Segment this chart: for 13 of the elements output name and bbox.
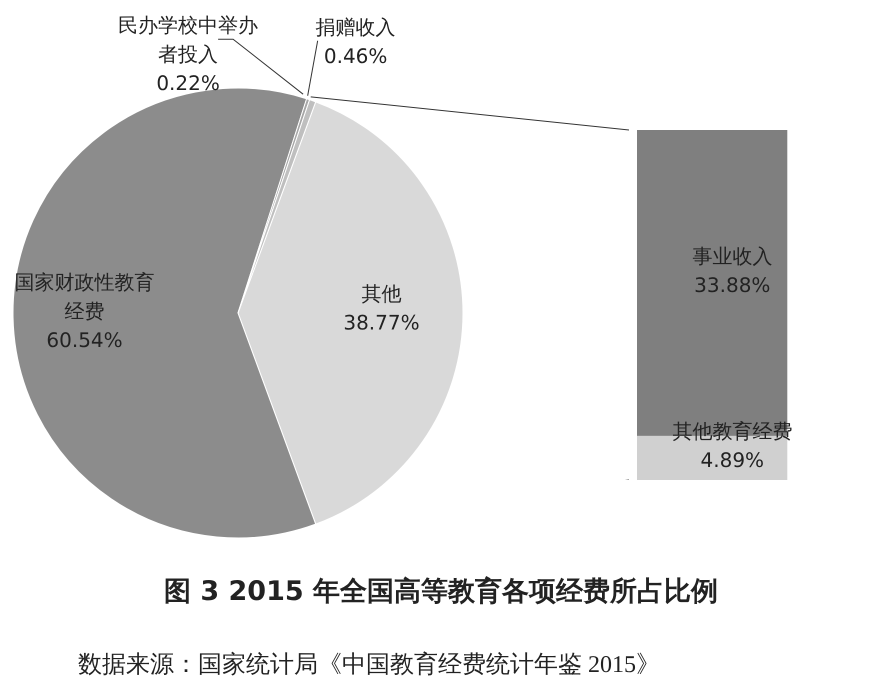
data-label: 0.22% xyxy=(156,71,220,95)
data-label: 33.88% xyxy=(694,272,770,297)
data-label: 0.46% xyxy=(324,44,388,68)
data-label: 4.89% xyxy=(700,448,764,472)
source-note: 数据来源：国家统计局《中国教育经费统计年鉴 2015》 xyxy=(78,650,660,680)
series-label: 事业收入 xyxy=(692,244,772,268)
slice-label: 国家财政性教育经费 xyxy=(14,270,155,324)
text: 图 3 2015 年全国高等教育各项经费所占比例 xyxy=(162,575,720,609)
slice-label: 其他 xyxy=(362,282,402,306)
data-label: 38.77% xyxy=(343,310,420,334)
slice-label: 民办学校中举办者投入 xyxy=(118,13,258,66)
slice-label: 捐赠收入 xyxy=(316,15,396,39)
data-label: 60.54% xyxy=(46,328,123,352)
